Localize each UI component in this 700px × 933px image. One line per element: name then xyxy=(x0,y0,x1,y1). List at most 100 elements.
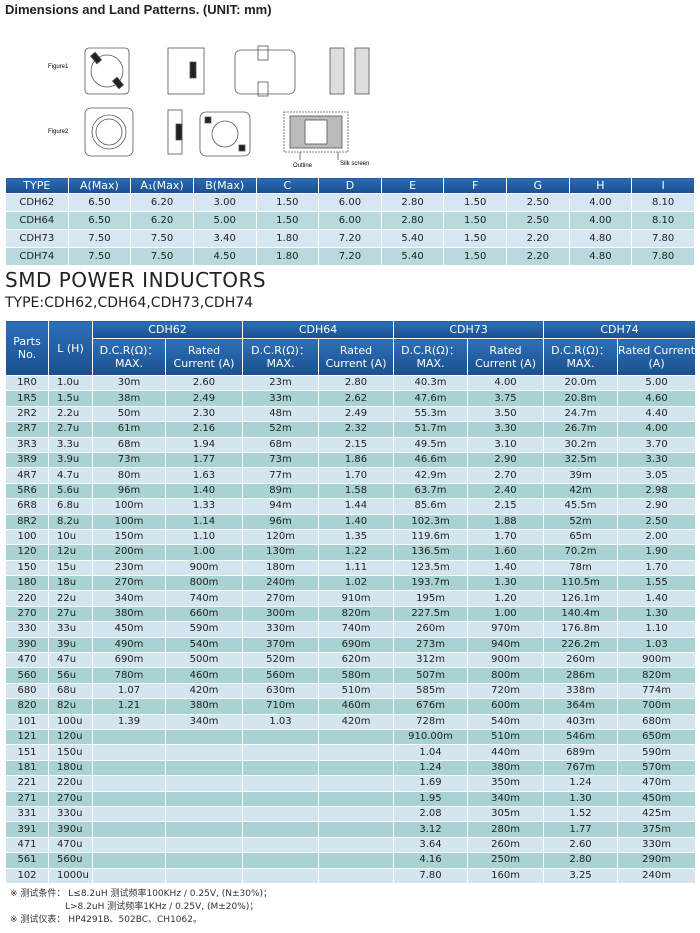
cell: 390u xyxy=(48,821,93,838)
cell: 1.63 xyxy=(164,467,244,484)
section-title: SMD POWER INDUCTORS xyxy=(5,268,267,292)
cell: 2.80 xyxy=(380,193,445,212)
empty-cell xyxy=(92,728,166,746)
empty-cell xyxy=(318,775,395,792)
cell: 1.00 xyxy=(467,605,545,623)
empty-cell xyxy=(164,805,244,823)
part-number: 270 xyxy=(5,605,49,623)
cell: 4.80 xyxy=(568,229,633,248)
row: 2R7 2.7u 61m 2.16 52m 2.32 51.7m 3.30 26.7m 4.00 xyxy=(5,421,697,438)
empty-cell xyxy=(164,821,244,838)
cell: 136.5m xyxy=(393,544,469,561)
cell: 1.50 xyxy=(255,211,320,230)
part-number: 100 xyxy=(5,528,49,546)
cell: 160m xyxy=(467,867,545,884)
cell: 425m xyxy=(617,805,697,823)
cell: 1000u xyxy=(48,867,93,884)
cell: 46.6m xyxy=(393,451,469,469)
cell: 6.8u xyxy=(48,498,93,515)
cell: 300m xyxy=(242,605,320,623)
cell: 470m xyxy=(617,775,697,792)
cell: 403m xyxy=(543,713,619,730)
cell: 1.69 xyxy=(393,775,469,792)
cell: 540m xyxy=(467,713,545,730)
cell: 507m xyxy=(393,667,469,684)
cell: 48m xyxy=(242,405,320,423)
cell: 3.00 xyxy=(192,193,257,212)
cell: 1.55 xyxy=(617,575,697,592)
empty-cell xyxy=(242,775,320,792)
empty-cell xyxy=(164,867,244,884)
cell: 140.4m xyxy=(543,605,619,623)
cell: 3.05 xyxy=(617,467,697,484)
cell: 130m xyxy=(242,544,320,561)
empty-cell xyxy=(242,821,320,838)
cell: 3.25 xyxy=(543,867,619,884)
column-header: I xyxy=(631,177,695,194)
column-header: TYPE xyxy=(5,177,69,194)
part-number: 330 xyxy=(5,621,49,638)
column-header: A(Max) xyxy=(67,177,132,194)
cell: 2.32 xyxy=(318,421,395,438)
empty-cell xyxy=(242,759,320,777)
cell: 546m xyxy=(543,728,619,746)
cell: 3.12 xyxy=(393,821,469,838)
column-header: B(Max) xyxy=(192,177,257,194)
row: 470 47u 690m 500m 520m 620m 312m 900m 260m 900m xyxy=(5,652,697,669)
cell: 460m xyxy=(318,698,395,715)
cell: 690m xyxy=(92,652,166,669)
cell: 1.50 xyxy=(255,193,320,212)
cell: 3.75 xyxy=(467,390,545,407)
row: 120 12u 200m 1.00 130m 1.22 136.5m 1.60 70.2m 1.9… xyxy=(5,544,697,561)
cell: 800m xyxy=(164,575,244,592)
row: CDH74 7.50 7.50 4.50 1.80 7.20 5.40 1.50 2.20 4.8… xyxy=(5,247,695,266)
cell: 312m xyxy=(393,652,469,669)
cell: 49.5m xyxy=(393,436,469,453)
cell: 22u xyxy=(48,590,93,607)
row: 820 82u 1.21 380m 710m 460m 676m 600m 364m 700m xyxy=(5,698,697,715)
cell: 1.95 xyxy=(393,790,469,807)
parts-header: Parts No. xyxy=(5,320,49,376)
cell: 3.70 xyxy=(617,436,697,453)
cell: 1.52 xyxy=(543,805,619,823)
cell: 510m xyxy=(318,682,395,700)
cell: 5.6u xyxy=(48,482,93,500)
part-number: 3R3 xyxy=(5,436,49,453)
empty-cell xyxy=(164,836,244,854)
empty-cell xyxy=(318,836,395,854)
cell: 1.30 xyxy=(543,790,619,807)
cell: 6.20 xyxy=(130,211,194,230)
cell: 420m xyxy=(318,713,395,730)
cell: 52m xyxy=(242,421,320,438)
row: 270 27u 380m 660m 300m 820m 227.5m 1.00 140.4m 1.… xyxy=(5,605,697,623)
cell: 38m xyxy=(92,390,166,407)
row: 6R8 6.8u 100m 1.33 94m 1.44 85.6m 2.15 45.5m 2.90 xyxy=(5,498,697,515)
cell: 1.50 xyxy=(443,229,507,248)
part-number: 390 xyxy=(5,636,49,654)
cell: 2.40 xyxy=(467,482,545,500)
cell: 8.2u xyxy=(48,513,93,530)
column-header: C xyxy=(255,177,320,194)
cell: 2.16 xyxy=(164,421,244,438)
cell: 85.6m xyxy=(393,498,469,515)
dcr-header: D.C.R(Ω)：MAX. xyxy=(393,338,469,376)
cell: 270m xyxy=(242,590,320,607)
empty-cell xyxy=(318,744,395,761)
cell: 1.04 xyxy=(393,744,469,761)
cell: 1.02 xyxy=(318,575,395,592)
cell: 7.80 xyxy=(393,867,469,884)
cell: 195m xyxy=(393,590,469,607)
cell: 689m xyxy=(543,744,619,761)
cell: 8.10 xyxy=(631,193,695,212)
cell: 15u xyxy=(48,559,93,577)
row: 271 270u 1.95 340m 1.30 450m xyxy=(5,790,697,807)
cell: CDH62 xyxy=(5,193,69,212)
cell: 1.77 xyxy=(164,451,244,469)
cell: 560m xyxy=(242,667,320,684)
land-pattern xyxy=(329,47,345,95)
cell: 5.00 xyxy=(192,211,257,230)
cell: 100m xyxy=(92,498,166,515)
part-number: 181 xyxy=(5,759,49,777)
top-view xyxy=(84,107,134,157)
cell: 20.0m xyxy=(543,374,619,392)
